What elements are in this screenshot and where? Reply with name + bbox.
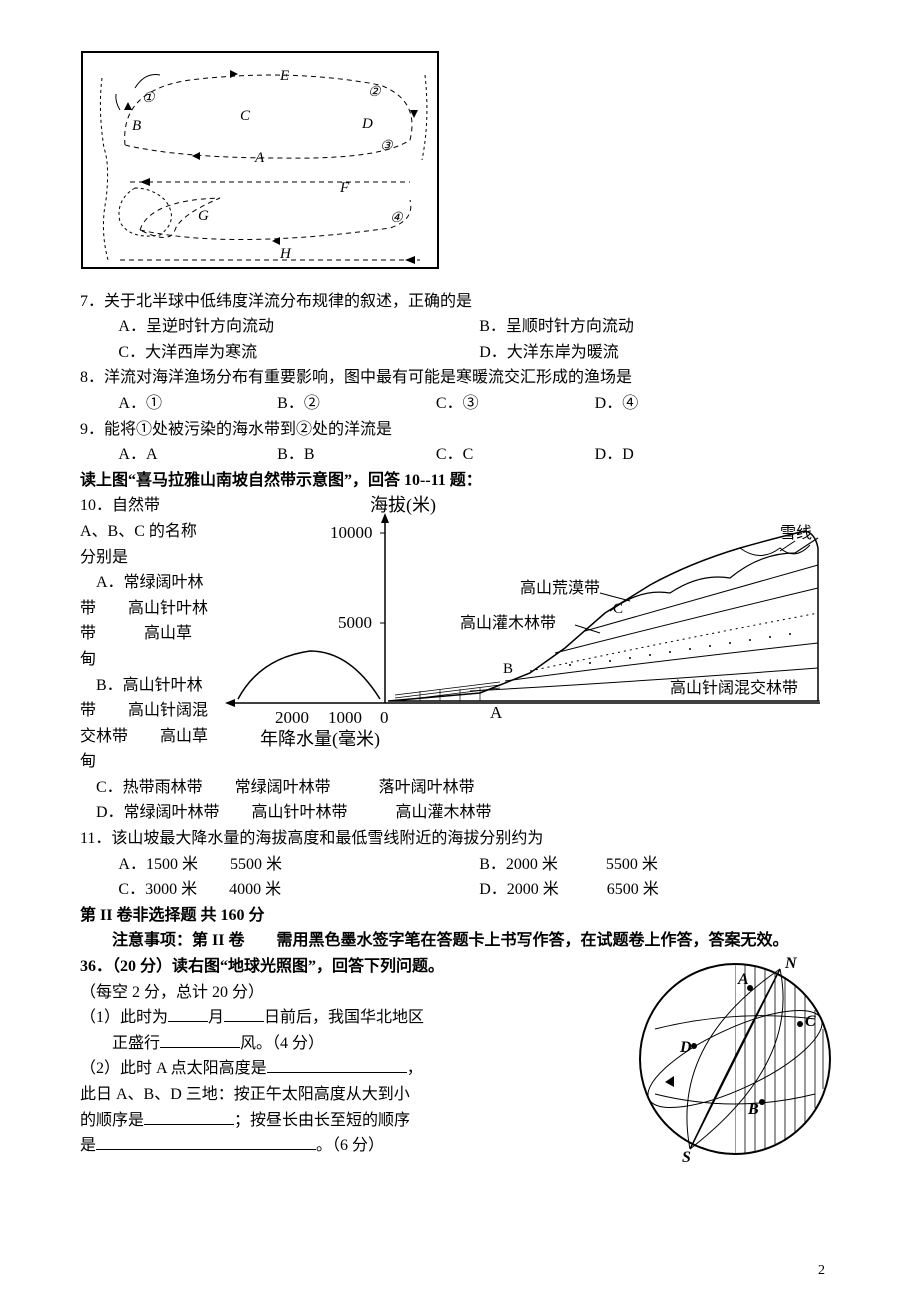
q36-p1e: 风。（4 分） — [240, 1035, 324, 1052]
globe-D: D — [679, 1039, 692, 1056]
q10-C: C．热带雨林带 常绿阔叶林带 落叶阔叶林带 — [80, 775, 840, 801]
globe-C: C — [805, 1013, 816, 1030]
q36-p2a: （2）此时 A 点太阳高度是 — [80, 1060, 267, 1077]
q36-p1c: 日前后，我国华北地区 — [264, 1009, 424, 1026]
q36-p1a: （1）此时为 — [80, 1009, 168, 1026]
q8-C: C．③ — [436, 391, 595, 417]
mt-label-l1: 高山荒漠带 — [520, 579, 600, 597]
q7-options: A．呈逆时针方向流动 B．呈顺时针方向流动 C．大洋西岸为寒流 D．大洋东岸为暖… — [80, 314, 840, 365]
q11-options: A．1500 米 5500 米 B．2000 米 5500 米 C．3000 米… — [80, 852, 840, 903]
ocean-label-c4: ④ — [390, 211, 404, 226]
q10-A2: 带 高山针叶林 — [80, 596, 220, 622]
q7-D: D．大洋东岸为暖流 — [479, 340, 840, 366]
ocean-label-c1: ① — [142, 91, 156, 106]
q8-B: B．② — [277, 391, 436, 417]
blank-day[interactable] — [224, 1005, 264, 1022]
blank-wind[interactable] — [160, 1031, 240, 1048]
q10-A3: 带 高山草 — [80, 621, 220, 647]
q36-p4a: 的顺序是 — [80, 1112, 144, 1129]
ocean-label-G: G — [198, 208, 209, 224]
q36-p5b: 。（6 分） — [316, 1137, 384, 1154]
q10-stem1: 10．自然带 — [80, 493, 220, 519]
q11-stem: 11．该山坡最大降水量的海拔高度和最低雪线附近的海拔分别约为 — [80, 826, 840, 852]
mt-yt-10000: 10000 — [330, 523, 373, 542]
q7-stem: 7．关于北半球中低纬度洋流分布规律的叙述，正确的是 — [80, 289, 840, 315]
notice: 注意事项：第 II 卷 需用黑色墨水签字笔在答题卡上书写作答，在试题卷上作答，答… — [80, 928, 840, 954]
page-number: 2 — [818, 1260, 825, 1282]
q8-A: A．① — [118, 391, 277, 417]
q10-B3: 交林带 高山草 — [80, 724, 220, 750]
blank-sunheight[interactable] — [267, 1056, 407, 1073]
q36-p1b: 月 — [208, 1009, 224, 1026]
q10-stem2: A、B、C 的名称 — [80, 519, 220, 545]
blank-month[interactable] — [168, 1005, 208, 1022]
mt-yt-5000: 5000 — [338, 613, 372, 632]
q9-A: A．A — [118, 442, 277, 468]
mt-label-l2: 高山灌木林带 — [460, 614, 556, 632]
mountain-figure: 海拔(米) 10000 5000 2000 1000 0 年降水量(毫米) — [220, 493, 840, 762]
q9-stem: 9．能将①处被污染的海水带到②处的洋流是 — [80, 417, 840, 443]
mt-xtitle: 年降水量(毫米) — [260, 729, 380, 750]
q8-D: D．④ — [595, 391, 754, 417]
q9-C: C．C — [436, 442, 595, 468]
q36-p5a: 是 — [80, 1137, 96, 1154]
mt-label-l3: 高山针阔混交林带 — [670, 679, 798, 697]
ocean-label-E: E — [279, 68, 289, 84]
q9-D: D．D — [595, 442, 754, 468]
mt-label-snow: 雪线 — [780, 524, 812, 542]
blank-order1[interactable] — [144, 1108, 234, 1125]
globe-A: A — [737, 971, 749, 988]
q7-A: A．呈逆时针方向流动 — [118, 314, 479, 340]
q11-B: B．2000 米 5500 米 — [479, 852, 840, 878]
q11-D: D．2000 米 6500 米 — [479, 877, 840, 903]
q10-A4: 甸 — [80, 647, 220, 673]
mt-xt-1000: 1000 — [328, 708, 362, 727]
q9-options: A．A B．B C．C D．D — [80, 442, 840, 468]
ocean-current-map: ① ② ③ ④ A B C D E F G H — [80, 50, 840, 279]
q10-B1: B．高山针叶林 — [80, 673, 220, 699]
q7-C: C．大洋西岸为寒流 — [118, 340, 479, 366]
heading-q10-11: 读上图“喜马拉雅山南坡自然带示意图”，回答 10--11 题： — [80, 468, 840, 494]
q10-A1: A．常绿阔叶林 — [80, 570, 220, 596]
q11-C: C．3000 米 4000 米 — [118, 877, 479, 903]
ocean-label-C: C — [240, 108, 251, 124]
q10-D: D．常绿阔叶林带 高山针叶林带 高山灌木林带 — [80, 800, 840, 826]
q10-stem3: 分别是 — [80, 545, 220, 571]
q36-p4b: ；按昼长由长至短的顺序 — [234, 1112, 410, 1129]
globe-N: N — [784, 955, 798, 972]
section2-heading: 第 II 卷非选择题 共 160 分 — [80, 903, 840, 929]
ocean-label-A: A — [254, 150, 265, 166]
q8-options: A．① B．② C．③ D．④ — [80, 391, 840, 417]
mt-xt-2000: 2000 — [275, 708, 309, 727]
ocean-label-H: H — [279, 246, 292, 262]
mt-label-C: C — [613, 601, 623, 617]
globe-B: B — [747, 1101, 759, 1118]
q10-stem-left: 10．自然带 A、B、C 的名称 分别是 A．常绿阔叶林 带 高山针叶林 带 高… — [80, 493, 220, 775]
ocean-label-c3: ③ — [380, 139, 394, 154]
q36-p2b: ， — [407, 1060, 423, 1077]
q10-B4: 甸 — [80, 749, 220, 775]
globe-S: S — [682, 1149, 691, 1164]
q11-A: A．1500 米 5500 米 — [118, 852, 479, 878]
mt-xt-0: 0 — [380, 708, 389, 727]
q7-B: B．呈顺时针方向流动 — [479, 314, 840, 340]
globe-figure: N S A C D B — [630, 954, 840, 1173]
ocean-label-F: F — [339, 180, 350, 196]
ocean-label-c2: ② — [368, 85, 382, 100]
ocean-label-B: B — [132, 118, 141, 134]
q9-B: B．B — [277, 442, 436, 468]
mt-label-A: A — [490, 703, 503, 722]
q8-stem: 8．洋流对海洋渔场分布有重要影响，图中最有可能是寒暖流交汇形成的渔场是 — [80, 365, 840, 391]
mt-label-B: B — [503, 661, 513, 677]
ocean-label-D: D — [361, 116, 373, 132]
q36-p1d: 正盛行 — [112, 1035, 160, 1052]
q10-B2: 带 高山针阔混 — [80, 698, 220, 724]
mt-ytitle: 海拔(米) — [370, 495, 436, 516]
blank-order2[interactable] — [96, 1133, 316, 1150]
